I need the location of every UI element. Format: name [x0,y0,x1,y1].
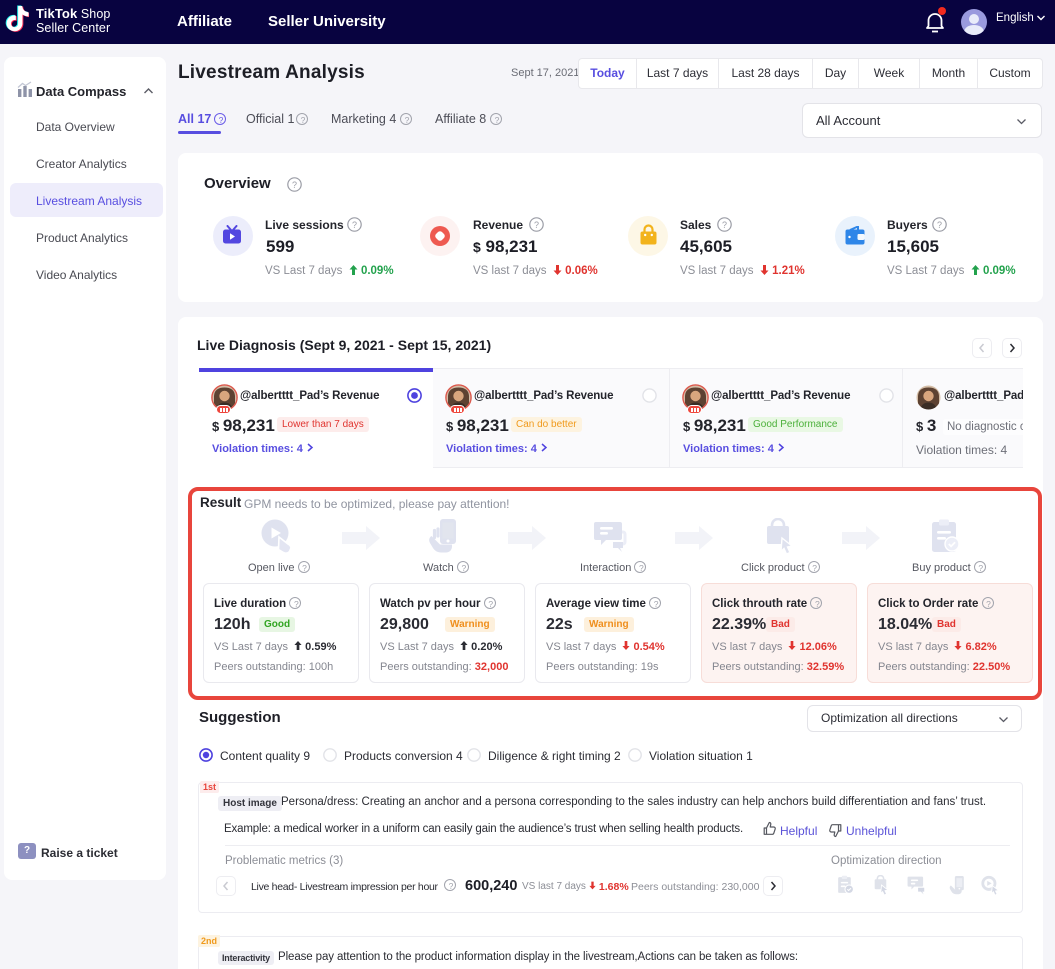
svg-text:?: ? [352,220,357,230]
svg-text:?: ? [292,180,297,190]
svg-text:?: ? [722,220,727,230]
svg-text:?: ? [937,220,942,230]
svg-text:?: ? [534,220,539,230]
